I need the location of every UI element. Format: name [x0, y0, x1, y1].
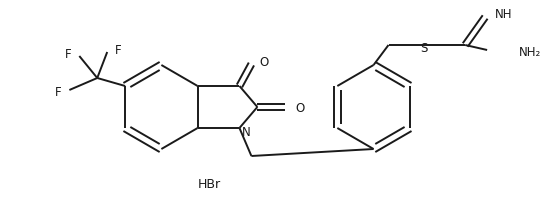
Text: S: S — [421, 41, 428, 54]
Text: N: N — [241, 125, 250, 138]
Text: O: O — [295, 102, 305, 115]
Text: NH₂: NH₂ — [519, 45, 541, 58]
Text: F: F — [115, 44, 122, 57]
Text: HBr: HBr — [198, 177, 222, 190]
Text: F: F — [65, 48, 71, 61]
Text: F: F — [55, 86, 61, 99]
Text: NH: NH — [495, 8, 513, 20]
Text: O: O — [259, 55, 269, 68]
